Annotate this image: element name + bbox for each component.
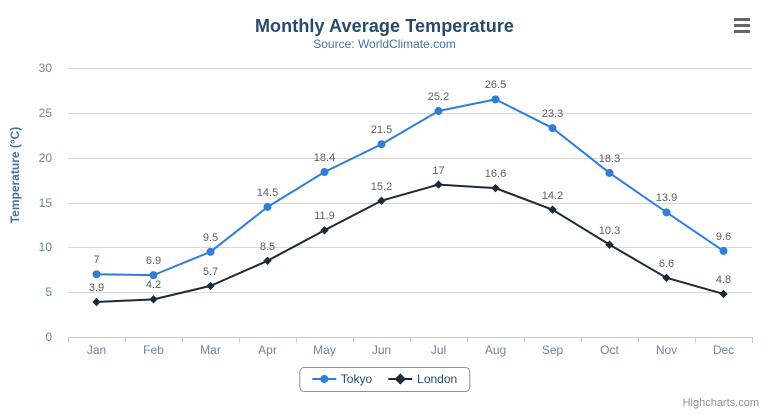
legend-marker-diamond-icon xyxy=(388,373,413,385)
x-axis-tick-label: Jul xyxy=(430,343,447,357)
data-label: 3.9 xyxy=(88,282,105,295)
legend-marker-circle-icon xyxy=(311,374,336,384)
x-axis-tick xyxy=(239,337,240,343)
x-axis-tick xyxy=(296,337,297,343)
data-label: 6.9 xyxy=(145,255,162,268)
x-axis-tick-label: Jan xyxy=(86,343,107,357)
x-axis-tick-label: Mar xyxy=(200,343,221,357)
data-label: 8.5 xyxy=(259,240,276,253)
x-axis-tick xyxy=(752,337,753,343)
gridline xyxy=(68,247,752,249)
x-axis-tick-label: Jun xyxy=(371,343,392,357)
legend-item-tokyo[interactable]: Tokyo xyxy=(311,372,373,386)
x-axis-tick xyxy=(410,337,411,343)
data-label: 14.5 xyxy=(256,186,279,199)
x-axis-tick xyxy=(68,337,69,343)
x-axis-tick-label: Aug xyxy=(484,343,507,357)
data-label: 16.6 xyxy=(484,168,507,181)
x-axis-tick-label: May xyxy=(313,343,336,357)
data-label: 7 xyxy=(93,254,100,267)
data-label: 11.9 xyxy=(314,210,335,223)
data-label: 9.6 xyxy=(715,230,732,243)
context-menu-button[interactable] xyxy=(727,13,757,37)
x-axis-tick-label: Feb xyxy=(143,343,164,357)
x-axis-tick xyxy=(182,337,183,343)
data-label: 18.4 xyxy=(313,152,336,164)
y-axis-tick-label: 20 xyxy=(38,150,52,165)
legend-label-london: London xyxy=(417,372,458,386)
x-axis-tick xyxy=(581,337,582,343)
x-axis-tick xyxy=(524,337,525,343)
legend: Tokyo London xyxy=(298,367,471,392)
data-label: 9.5 xyxy=(202,231,219,244)
data-label: 4.2 xyxy=(145,279,162,292)
data-label: 21.5 xyxy=(370,124,393,137)
x-axis-tick xyxy=(467,337,468,343)
data-label: 14.2 xyxy=(541,189,564,202)
data-label: 25.2 xyxy=(427,91,450,104)
y-axis-tick-label: 10 xyxy=(38,240,52,255)
gridline xyxy=(68,68,752,69)
y-axis-tick-label: 15 xyxy=(38,195,52,210)
x-axis-tick xyxy=(125,337,126,343)
chart-title: Monthly Average Temperature xyxy=(254,16,515,36)
data-label: 5.7 xyxy=(202,265,219,278)
gridline xyxy=(68,157,752,159)
y-axis-tick-label: 0 xyxy=(45,330,52,344)
hamburger-bar-2 xyxy=(734,23,750,27)
y-axis-tick-label: 30 xyxy=(38,61,52,75)
y-axis-title: Temperature (°C) xyxy=(8,126,22,224)
hamburger-bar-1 xyxy=(734,17,750,21)
legend-label-tokyo: Tokyo xyxy=(340,372,373,386)
data-label: 15.2 xyxy=(370,180,393,193)
x-axis-tick-label: Sep xyxy=(541,343,564,357)
y-axis-tick-label: 5 xyxy=(45,285,52,300)
credits-link[interactable]: Highcharts.com xyxy=(682,397,759,409)
data-label: 13.9 xyxy=(655,192,678,205)
x-axis-tick-label: Oct xyxy=(600,343,619,357)
x-axis-tick xyxy=(638,337,639,343)
y-axis-tick-label: 25 xyxy=(38,105,52,120)
hamburger-bar-3 xyxy=(734,29,750,33)
data-label: 26.5 xyxy=(484,79,507,92)
legend-item-london[interactable]: London xyxy=(388,372,457,386)
x-axis-tick-label: Apr xyxy=(258,343,277,357)
x-axis-tick xyxy=(695,337,696,343)
chart-subtitle: Source: WorldClimate.com xyxy=(313,37,456,51)
data-label: 4.8 xyxy=(715,273,732,286)
x-axis-tick-label: Dec xyxy=(712,343,735,357)
data-label: 10.3 xyxy=(598,224,621,237)
data-label: 18.3 xyxy=(598,152,621,165)
data-label: 6.6 xyxy=(658,257,675,270)
gridline xyxy=(68,112,752,114)
x-axis-tick-label: Nov xyxy=(655,343,678,357)
data-label: 23.3 xyxy=(541,108,564,121)
x-axis-tick xyxy=(353,337,354,343)
data-label: 17 xyxy=(432,164,445,177)
gridline xyxy=(68,292,752,294)
